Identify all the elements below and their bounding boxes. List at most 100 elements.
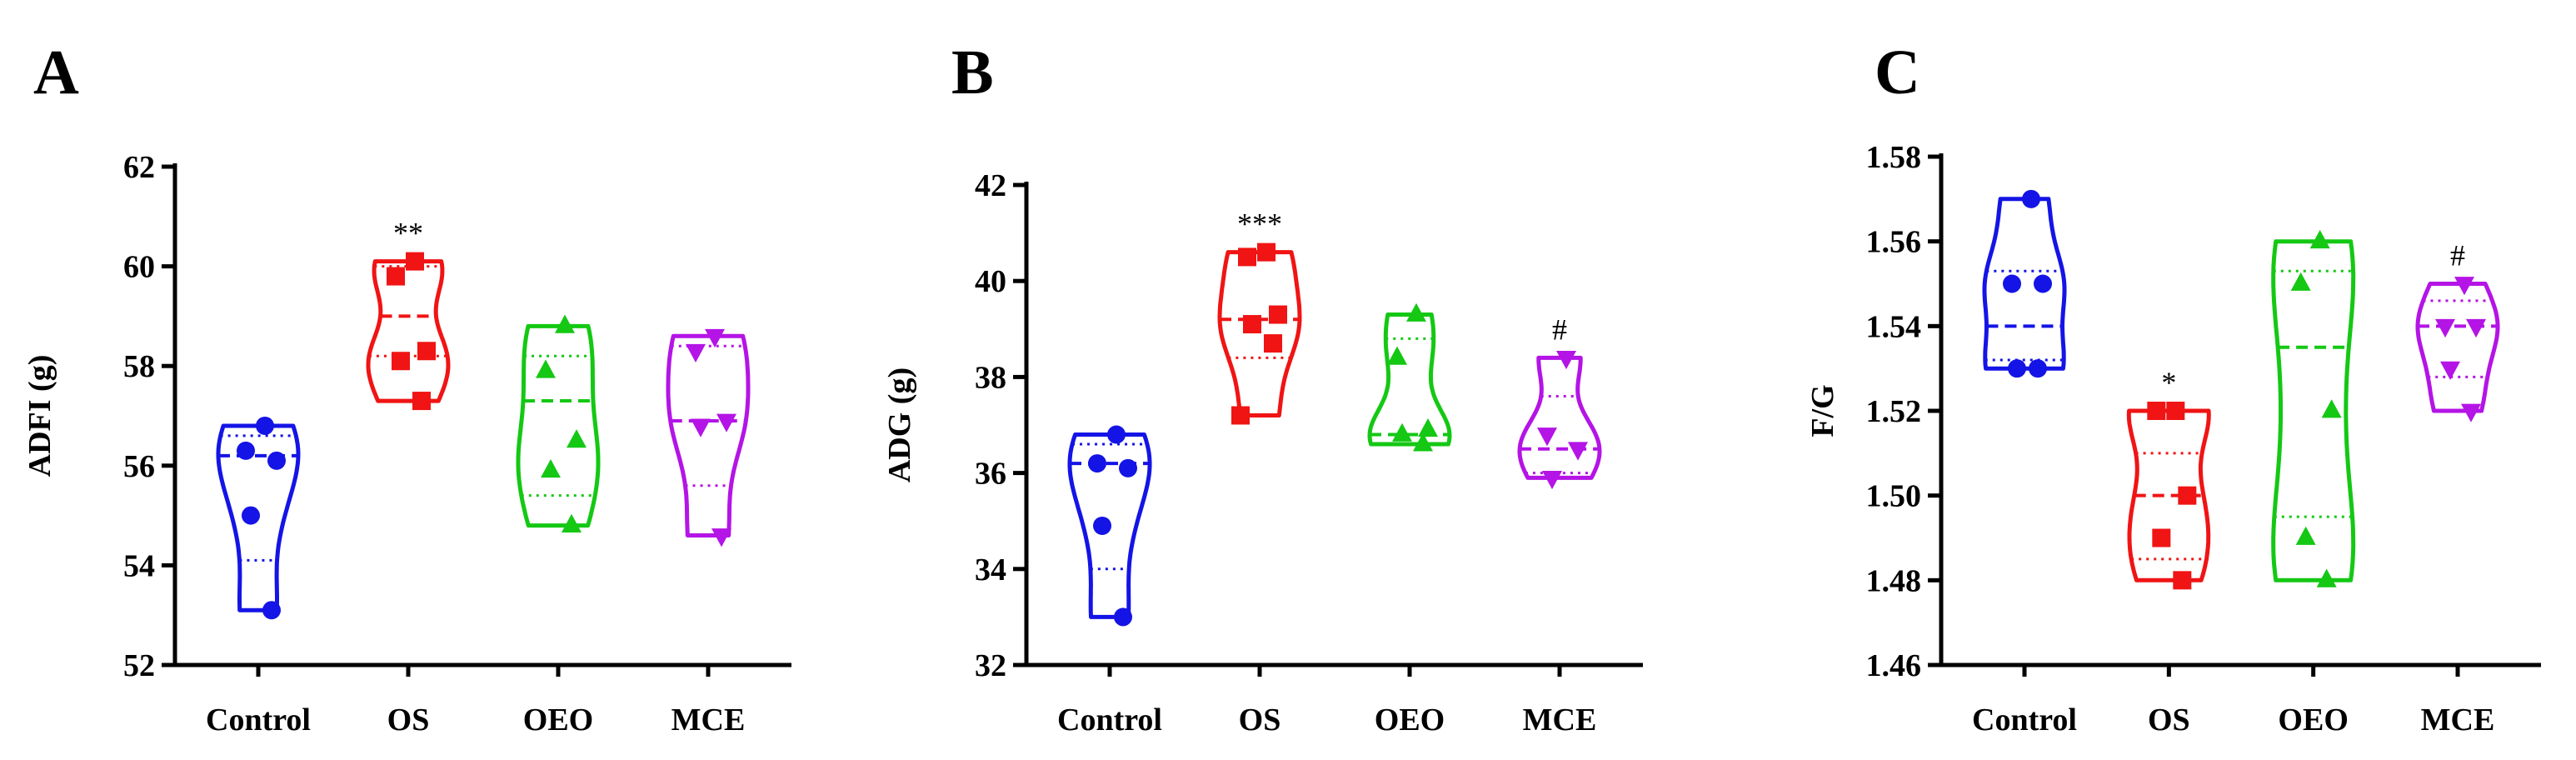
- violin-outline: [516, 323, 601, 528]
- data-point: [2435, 318, 2455, 338]
- data-point: [1238, 248, 1256, 267]
- data-point: [2461, 403, 2481, 422]
- data-point: [2173, 571, 2192, 590]
- y-tick-label: 1.52: [1866, 394, 1922, 429]
- data-point: [567, 429, 587, 448]
- data-point: [242, 506, 260, 525]
- violin-outline: [1067, 432, 1152, 619]
- data-point: [1406, 302, 1426, 322]
- panel-B: B 32 34 36 38 40 42 ADG (g) Control OS OEO MCE *** #: [882, 38, 1643, 738]
- y-axis-title: F/G: [1805, 384, 1840, 437]
- data-point: [711, 528, 731, 548]
- data-point: [2166, 402, 2185, 420]
- data-point: [2454, 277, 2474, 296]
- category-label-oeo: OEO: [523, 702, 593, 738]
- data-point: [541, 458, 561, 478]
- category-label-oeo: OEO: [2278, 702, 2348, 738]
- data-point: [1537, 428, 1557, 447]
- data-point: [1107, 425, 1126, 444]
- category-label-os: OS: [387, 702, 430, 738]
- data-point: [1542, 470, 1562, 490]
- category-label-os: OS: [1239, 702, 1281, 738]
- violin-outline: [366, 259, 451, 403]
- violin-outline: [666, 333, 751, 538]
- panel-letter-C: C: [1875, 38, 1920, 108]
- data-point: [2022, 189, 2040, 208]
- violin-outline: [2415, 282, 2500, 413]
- significance-label: #: [2450, 239, 2465, 272]
- data-point: [2316, 568, 2337, 588]
- data-point: [691, 418, 711, 438]
- data-point: [2440, 361, 2460, 380]
- data-point: [1093, 516, 1111, 535]
- category-label-mce: MCE: [671, 702, 746, 738]
- data-point: [237, 441, 255, 460]
- data-point: [262, 601, 281, 620]
- data-point: [2290, 272, 2311, 291]
- y-tick-label: 32: [975, 648, 1006, 683]
- panel-A: A 52 54 56 58 60 62 ADFI (g) Control OS OEO MCE **: [22, 38, 791, 738]
- panel-letter-B: B: [951, 38, 994, 108]
- violin-mce: #: [2415, 239, 2500, 422]
- data-point: [2178, 486, 2197, 505]
- y-tick-label: 1.56: [1866, 225, 1922, 260]
- violin-mce: [666, 328, 751, 548]
- data-point: [2147, 402, 2166, 420]
- violin-control: [1067, 425, 1152, 627]
- data-point: [1269, 305, 1287, 324]
- significance-label: *: [2161, 366, 2176, 399]
- data-point: [2309, 229, 2330, 249]
- data-point: [2008, 359, 2026, 378]
- data-point: [1264, 334, 1282, 353]
- y-tick-label: 52: [123, 648, 155, 683]
- y-tick-label: 40: [975, 264, 1006, 299]
- data-point: [1257, 242, 1276, 262]
- category-label-os: OS: [2148, 702, 2190, 738]
- data-point: [1418, 418, 1438, 438]
- violin-control: [1982, 189, 2067, 378]
- data-point: [1413, 432, 1433, 452]
- violin-outline: [1217, 250, 1302, 418]
- y-tick-label: 60: [123, 250, 155, 285]
- data-point: [555, 314, 575, 333]
- y-tick-label: 36: [975, 457, 1006, 492]
- data-point: [536, 359, 556, 378]
- y-tick-label: 38: [975, 360, 1006, 395]
- data-point: [1243, 315, 1261, 334]
- category-label-control: Control: [206, 702, 311, 738]
- data-point: [1088, 454, 1106, 473]
- category-label-control: Control: [1972, 702, 2077, 738]
- violin-oeo: [1367, 302, 1452, 452]
- data-point: [1231, 406, 1250, 425]
- y-tick-label: 54: [123, 548, 155, 583]
- data-point: [412, 392, 431, 411]
- significance-label: #: [1552, 312, 1567, 346]
- data-point: [2295, 526, 2316, 545]
- violin-oeo: [516, 314, 601, 532]
- y-tick-label: 1.48: [1866, 563, 1922, 598]
- violin-mce: #: [1517, 312, 1602, 490]
- data-point: [2029, 359, 2047, 378]
- violin-os: ***: [1217, 208, 1302, 425]
- data-point: [1568, 442, 1588, 461]
- data-point: [387, 267, 405, 286]
- data-point: [406, 252, 424, 271]
- violin-os: **: [366, 217, 451, 411]
- y-tick-label: 34: [975, 552, 1006, 588]
- significance-label: ***: [1237, 208, 1282, 241]
- data-point: [686, 343, 706, 363]
- violin-outline: [2126, 408, 2211, 582]
- y-tick-label: 62: [123, 150, 155, 185]
- category-label-control: Control: [1057, 702, 1162, 738]
- data-point: [2152, 528, 2171, 548]
- violin-os: *: [2126, 366, 2211, 590]
- data-point: [1114, 608, 1132, 627]
- y-tick-label: 42: [975, 168, 1006, 203]
- violin-outline: [216, 423, 301, 612]
- violin-control: [216, 416, 301, 620]
- violin-oeo: [2271, 229, 2356, 588]
- data-point: [392, 352, 410, 371]
- y-tick-label: 1.46: [1866, 648, 1922, 683]
- category-label-mce: MCE: [1523, 702, 1597, 738]
